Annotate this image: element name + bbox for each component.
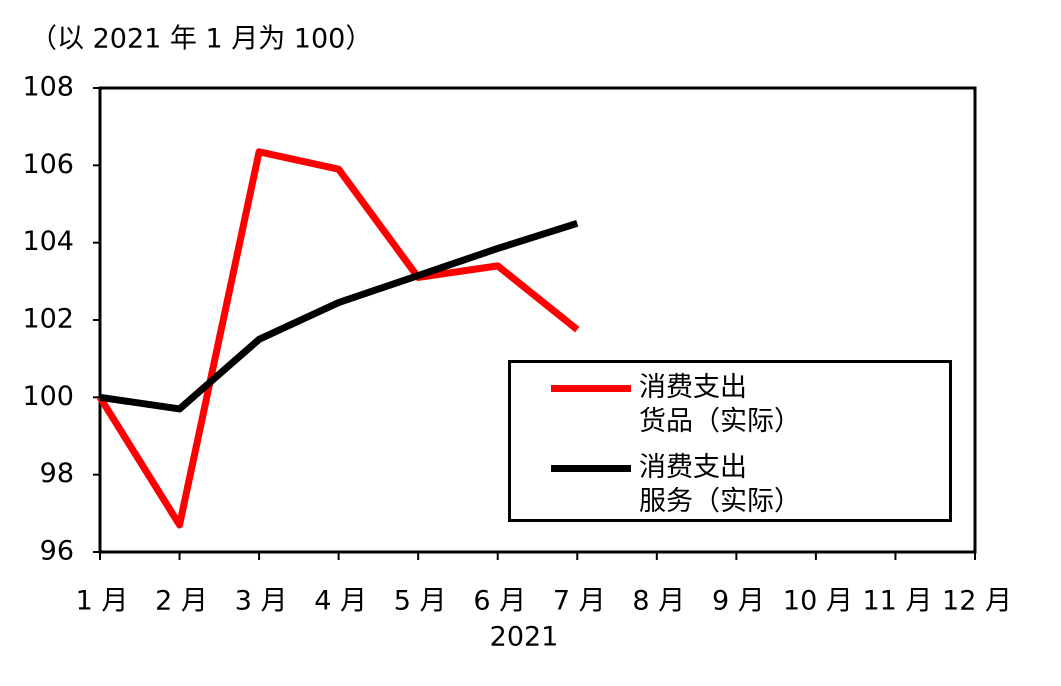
legend: 消费支出 货品（实际） 消费支出 服务（实际） <box>508 360 952 522</box>
y-tick-label: 106 <box>22 149 74 180</box>
x-tick-label: 12 月 <box>942 586 1012 617</box>
x-tick-label: 6 月 <box>473 586 526 617</box>
legend-item: 消费支出 服务（实际） <box>551 451 801 519</box>
legend-label: 消费支出 服务（实际） <box>639 452 801 517</box>
x-axis-label: 2021 <box>490 622 559 653</box>
x-tick-label: 10 月 <box>783 586 853 617</box>
x-tick-label: 5 月 <box>394 586 447 617</box>
x-tick-label: 11 月 <box>862 586 932 617</box>
y-tick-label: 98 <box>40 458 74 489</box>
y-tick-label: 108 <box>22 72 74 103</box>
y-tick-label: 104 <box>22 226 74 257</box>
legend-label: 消费支出 货品（实际） <box>639 372 801 437</box>
series-line <box>99 219 579 413</box>
x-tick-label: 7 月 <box>553 586 606 617</box>
legend-item: 消费支出 货品（实际） <box>551 371 801 439</box>
x-tick-label: 9 月 <box>712 586 765 617</box>
y-tick-label: 96 <box>40 536 74 567</box>
legend-swatch <box>551 385 631 392</box>
x-tick-label: 1 月 <box>76 586 129 617</box>
series-line <box>97 148 580 529</box>
x-tick-label: 2 月 <box>155 586 208 617</box>
y-tick-label: 102 <box>22 304 74 335</box>
y-tick-label: 100 <box>22 381 74 412</box>
legend-swatch <box>551 465 631 472</box>
x-tick-label: 8 月 <box>632 586 685 617</box>
x-tick-label: 4 月 <box>314 586 367 617</box>
y-axis-label: （以 2021 年 1 月为 100） <box>30 24 372 55</box>
x-tick-label: 3 月 <box>235 586 288 617</box>
